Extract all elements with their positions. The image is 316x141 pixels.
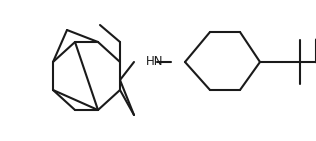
Text: HN: HN	[145, 55, 163, 68]
